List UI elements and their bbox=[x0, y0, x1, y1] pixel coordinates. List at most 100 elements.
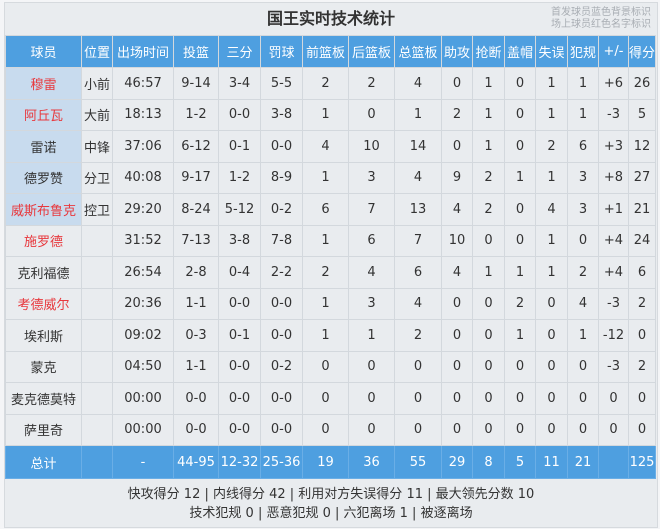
stat-cell bbox=[81, 382, 113, 415]
header-row: 球员 位置 出场时间 投篮 三分 罚球 前篮板 后篮板 总篮板 助攻 抢断 盖帽 失误 犯规 +/- 得分 bbox=[5, 35, 656, 68]
stat-cell: 0-3 bbox=[173, 319, 219, 352]
stat-cell: 2 bbox=[441, 98, 473, 131]
stat-cell: 0 bbox=[348, 382, 395, 415]
stat-cell: 3 bbox=[348, 287, 395, 320]
stat-cell: 9-14 bbox=[173, 67, 219, 100]
total-cell: 25-36 bbox=[260, 445, 303, 479]
stat-cell: 1 bbox=[394, 98, 442, 131]
total-cell: 55 bbox=[394, 445, 442, 479]
stat-cell: 0 bbox=[504, 350, 536, 383]
stat-cell: 20:36 bbox=[112, 287, 174, 320]
stat-cell: 2 bbox=[628, 350, 656, 383]
summary-scoring: 快攻得分 12 | 内线得分 42 | 利用对方失误得分 11 | 最大领先分数… bbox=[127, 487, 535, 502]
stat-cell: 2-8 bbox=[173, 256, 219, 289]
stat-cell: 21 bbox=[628, 193, 656, 226]
stat-cell: +4 bbox=[598, 224, 629, 257]
stat-cell: 29:20 bbox=[112, 193, 174, 226]
stat-cell: 4 bbox=[394, 287, 442, 320]
stat-cell: 0 bbox=[598, 413, 629, 446]
player-name: 穆雷 bbox=[5, 67, 82, 100]
legend-on-court: 场上球员红色名字标识 bbox=[551, 19, 651, 30]
stat-cell: 0-0 bbox=[173, 382, 219, 415]
stat-cell: 0 bbox=[535, 413, 568, 446]
total-cell: 29 bbox=[441, 445, 473, 479]
stat-cell: 1 bbox=[302, 319, 349, 352]
stat-cell: -3 bbox=[598, 287, 629, 320]
stat-cell: 0 bbox=[567, 224, 599, 257]
stat-cell: 1 bbox=[535, 161, 568, 194]
stat-cell: 8-24 bbox=[173, 193, 219, 226]
stat-cell: 3 bbox=[567, 193, 599, 226]
game-summary: 快攻得分 12 | 内线得分 42 | 利用对方失误得分 11 | 最大领先分数… bbox=[5, 481, 657, 523]
stat-cell: 0 bbox=[504, 224, 536, 257]
column-header: 总篮板 bbox=[394, 35, 442, 68]
stat-cell: 5-5 bbox=[260, 67, 303, 100]
stat-cell: 4 bbox=[441, 193, 473, 226]
stat-cell: 0-1 bbox=[218, 319, 261, 352]
stat-cell: 10 bbox=[441, 224, 473, 257]
stat-cell: 1 bbox=[567, 319, 599, 352]
stat-cell: 6 bbox=[348, 224, 395, 257]
stat-cell: +8 bbox=[598, 161, 629, 194]
stat-cell: 0-0 bbox=[218, 98, 261, 131]
stat-cell: 7-8 bbox=[260, 224, 303, 257]
stat-cell: 0 bbox=[441, 287, 473, 320]
stat-cell: 1 bbox=[302, 98, 349, 131]
stat-cell: 0 bbox=[441, 350, 473, 383]
total-cell bbox=[81, 445, 113, 479]
column-header: 失误 bbox=[535, 35, 568, 68]
stat-cell bbox=[81, 256, 113, 289]
stat-cell: 0 bbox=[628, 319, 656, 352]
column-header: +/- bbox=[598, 35, 629, 68]
total-cell: 5 bbox=[504, 445, 536, 479]
stat-cell: 2 bbox=[567, 256, 599, 289]
stat-cell: 0-0 bbox=[260, 319, 303, 352]
stat-cell: 0 bbox=[348, 98, 395, 131]
stat-cell: 1 bbox=[472, 130, 505, 163]
player-row: 蒙克 04:50 1-1 0-0 0-2 0 0 0 0 0 0 0 0 -3 2 bbox=[5, 350, 656, 383]
stat-cell: 1 bbox=[472, 67, 505, 100]
stat-cell: 1 bbox=[535, 224, 568, 257]
stat-cell bbox=[81, 413, 113, 446]
stat-cell: 0-2 bbox=[260, 193, 303, 226]
stat-cell: 0 bbox=[441, 413, 473, 446]
totals-row: 总计 -44-95 12-32 25-36 19 36 55 29 8 5 11 21 125 bbox=[5, 445, 656, 479]
player-name: 埃利斯 bbox=[5, 319, 82, 352]
stat-cell: 0 bbox=[302, 350, 349, 383]
stat-cell: 6-12 bbox=[173, 130, 219, 163]
stat-cell: 3 bbox=[567, 161, 599, 194]
stat-cell: 0 bbox=[348, 413, 395, 446]
stat-cell: 2 bbox=[394, 319, 442, 352]
stat-cell: 1 bbox=[535, 256, 568, 289]
stat-cell: 6 bbox=[302, 193, 349, 226]
stat-cell: 14 bbox=[394, 130, 442, 163]
stat-cell: 中锋 bbox=[81, 130, 113, 163]
stat-cell: 2 bbox=[302, 67, 349, 100]
player-name: 德罗赞 bbox=[5, 161, 82, 194]
player-name: 克利福德 bbox=[5, 256, 82, 289]
stat-cell: 2-2 bbox=[260, 256, 303, 289]
stat-cell: 大前 bbox=[81, 98, 113, 131]
stat-cell: 09:02 bbox=[112, 319, 174, 352]
stat-cell: 0 bbox=[567, 350, 599, 383]
stat-cell: 0 bbox=[504, 413, 536, 446]
stat-cell: 7 bbox=[348, 193, 395, 226]
player-name: 蒙克 bbox=[5, 350, 82, 383]
stat-cell: 0 bbox=[394, 413, 442, 446]
player-name: 麦克德莫特 bbox=[5, 382, 82, 415]
stat-cell: 1 bbox=[567, 98, 599, 131]
player-row: 萨里奇 00:00 0-0 0-0 0-0 0 0 0 0 0 0 0 0 0 0 bbox=[5, 413, 656, 446]
stat-cell: 0 bbox=[394, 350, 442, 383]
stat-cell: 4 bbox=[394, 67, 442, 100]
legend-starter: 首发球员蓝色背景标识 bbox=[551, 7, 651, 18]
stat-cell: 3-8 bbox=[218, 224, 261, 257]
total-cell: 125 bbox=[628, 445, 656, 479]
stat-cell: 0 bbox=[441, 319, 473, 352]
stat-cell: 1-2 bbox=[218, 161, 261, 194]
stat-cell: 8-9 bbox=[260, 161, 303, 194]
total-cell: 12-32 bbox=[218, 445, 261, 479]
column-header: 位置 bbox=[81, 35, 113, 68]
summary-fouls: 技术犯规 0 | 恶意犯规 0 | 六犯离场 1 | 被逐离场 bbox=[189, 506, 473, 521]
stat-cell: 1 bbox=[302, 224, 349, 257]
stat-cell: 6 bbox=[394, 256, 442, 289]
